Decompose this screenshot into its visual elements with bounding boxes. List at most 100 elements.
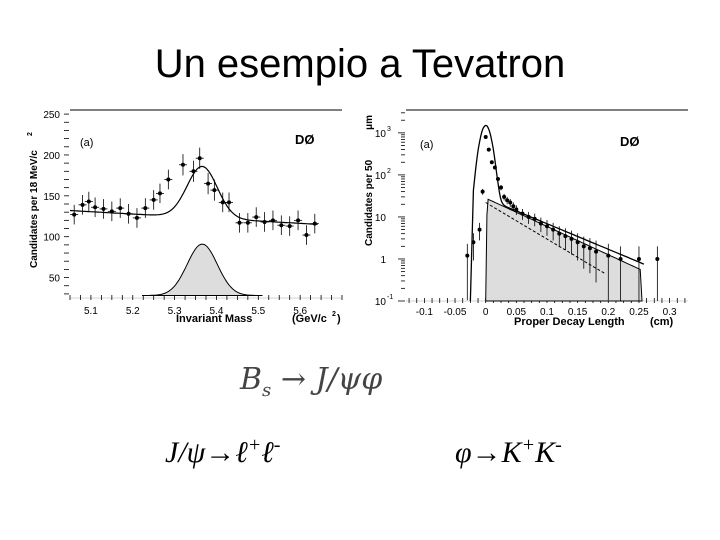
left-data-point [220,200,225,205]
right-x-tick-label: 0.15 [568,307,588,318]
left-data-point [134,215,139,220]
right-x-tick-label: 0.05 [507,307,527,318]
left-data-point [166,177,171,182]
left-data-point [279,223,284,228]
right-data-point [532,216,537,221]
left-xunit: (GeV/c [292,313,327,325]
right-y-tick-label: 10 [375,129,387,140]
left-data-point [143,206,148,211]
right-x-tick-label: -0.05 [444,307,467,318]
right-data-point [636,256,641,261]
left-x-tick-label: 5.6 [293,306,307,317]
left-data-point [109,209,114,214]
left-y-tick-label: 100 [43,233,60,244]
right-data-point [508,200,513,205]
left-data-point [80,202,85,207]
right-x-tick-label: 0 [483,307,489,318]
right-data-point [492,165,497,170]
left-data-point [72,212,77,217]
right-data-point [502,194,507,199]
left-data-point [157,191,162,196]
left-y-tick-label: 200 [43,151,60,162]
phi-sup2: - [555,434,562,456]
formula-lhs: B [240,362,263,397]
left-data-point [227,200,232,205]
right-xunit: (cm) [650,316,674,328]
left-data-point [86,199,91,204]
right-data-point [465,253,470,258]
right-data-point [563,234,568,239]
right-data-point [587,246,592,251]
right-data-point [499,185,504,190]
left-data-point [287,224,292,229]
left-data-point [180,162,185,167]
jpsi-mid: ℓ [261,436,274,469]
left-xunit-sup: 2 [332,311,336,318]
left-data-point [312,221,317,226]
left-data-point [254,215,259,220]
left-data-point [206,181,211,186]
right-x-tick-label: 0.3 [663,307,677,318]
right-data-point [557,231,562,236]
formula-rhs: J/ψφ [315,362,383,397]
right-x-tick-label: 0.25 [629,307,649,318]
right-data-point [483,134,488,139]
right-dashed-curve [485,202,607,275]
slide-title: Un esempio a Tevatron [154,42,566,86]
formula-arrow: → [280,362,306,397]
left-x-tick-label: 5.2 [126,306,140,317]
right-data-point [511,204,516,209]
jpsi-sup1: + [247,434,262,456]
right-data-point [551,227,556,232]
right-data-point [486,147,491,152]
right-fit-curve [469,124,645,302]
left-ylabel: Candidates per 18 MeV/c [29,150,40,268]
left-xunit-close: ) [337,313,341,325]
left-data-point [93,205,98,210]
right-x-tick-label: 0.1 [540,307,554,318]
left-data-point [191,169,196,174]
right-data-point [477,227,482,232]
left-data-point [151,197,156,202]
right-data-point [520,211,525,216]
left-data-point [197,156,202,161]
right-y-tick-exponent: 3 [387,126,391,133]
left-data-point [126,211,131,216]
right-data-point [655,256,660,261]
left-data-point [237,220,242,225]
right-data-point [505,198,510,203]
left-data-point [101,206,106,211]
right-data-point [606,253,611,258]
right-data-point [489,160,494,165]
right-xlabel: Proper Decay Length [514,316,625,328]
phi-decay-formula: φ→K+K- [455,434,562,470]
right-y-tick-label: 1 [380,255,386,266]
left-x-tick-label: 5.3 [168,306,182,317]
formula-lhs-sub: s [262,380,272,401]
right-signal-curve [485,198,643,302]
right-data-point [495,176,500,181]
left-panel-label: (a) [80,137,93,149]
right-ylabel: Candidates per 50 [364,159,375,246]
left-x-tick-label: 5.4 [210,306,224,317]
right-data-point [594,249,599,254]
phi-mid: K [535,436,556,469]
left-data-point [245,220,250,225]
jpsi-sup2: - [273,434,281,456]
right-y-tick-exponent: -1 [387,294,393,301]
left-data-point [212,188,217,193]
jpsi-decay-formula: J/ψ→ℓ+ℓ- [165,434,280,470]
right-y-tick-label: 10 [375,171,387,182]
left-data-point [304,233,309,238]
right-y-tick-label: 10 [375,213,387,224]
right-panel-label: (a) [420,139,433,151]
right-data-point [545,224,549,229]
left-data-point [118,206,123,211]
right-data-point [471,240,476,245]
right-data-point [480,189,485,194]
right-data-point [538,221,543,226]
left-data-point [262,219,267,224]
right-data-point [569,236,574,241]
left-data-point [296,218,301,223]
